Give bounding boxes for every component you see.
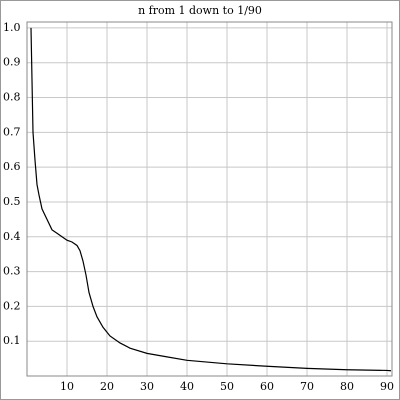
x-tick-label: 30	[140, 380, 154, 393]
x-tick-label: 20	[100, 380, 114, 393]
plot-area	[27, 22, 392, 376]
y-tick-label: 0.7	[3, 125, 21, 138]
y-tick-label: 0.9	[3, 56, 21, 69]
y-tick-label: 0.5	[3, 195, 21, 208]
data-line	[30, 27, 392, 372]
x-tick-label: 90	[380, 380, 394, 393]
y-tick-label: 0.4	[3, 230, 21, 243]
x-tick-label: 80	[340, 380, 354, 393]
chart-title: n from 1 down to 1/90	[138, 4, 262, 17]
y-tick-label: 0.6	[3, 160, 21, 173]
y-tick-label: 0.3	[3, 265, 21, 278]
y-tick-label: 0.2	[3, 299, 21, 312]
x-tick-label: 70	[300, 380, 314, 393]
y-tick-label: 1.0	[3, 21, 21, 34]
y-tick-label: 0.1	[3, 334, 21, 347]
x-tick-label: 50	[220, 380, 234, 393]
x-tick-label: 10	[60, 380, 74, 393]
y-tick-label: 0.8	[3, 91, 21, 104]
x-tick-label: 40	[180, 380, 194, 393]
plot-frame	[26, 21, 393, 377]
x-tick-label: 60	[260, 380, 274, 393]
